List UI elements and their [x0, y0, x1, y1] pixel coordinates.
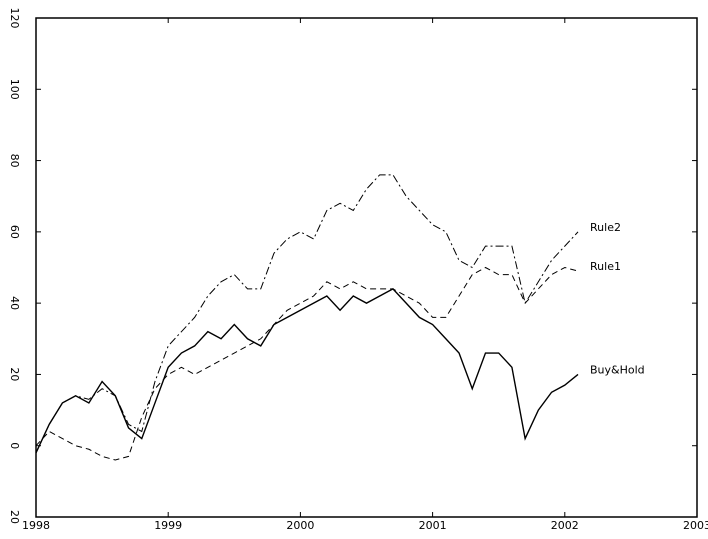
- x-tick-label: 2002: [551, 519, 579, 532]
- x-tick-label: 2000: [286, 519, 314, 532]
- y-tick-label: 100: [8, 79, 21, 100]
- y-tick-label: 20: [8, 367, 21, 381]
- x-tick-label: 2001: [419, 519, 447, 532]
- x-tick-label: 1998: [22, 519, 50, 532]
- y-tick-label: 20: [8, 510, 21, 524]
- series-line: [35, 288, 579, 454]
- x-tick-label: 1999: [154, 519, 182, 532]
- y-tick-label: 80: [8, 154, 21, 168]
- y-tick-label: 120: [8, 8, 21, 29]
- y-tick-label: 60: [8, 225, 21, 239]
- y-tick-label: 40: [8, 296, 21, 310]
- series-line: [35, 174, 579, 454]
- series-label: Rule1: [590, 260, 621, 273]
- series-label: Rule2: [590, 221, 621, 234]
- plot-frame: [35, 17, 698, 518]
- y-tick-label: 0: [8, 442, 21, 449]
- x-tick-label: 2003: [683, 519, 708, 532]
- series-label: Buy&Hold: [590, 363, 645, 376]
- series-line: [35, 266, 579, 461]
